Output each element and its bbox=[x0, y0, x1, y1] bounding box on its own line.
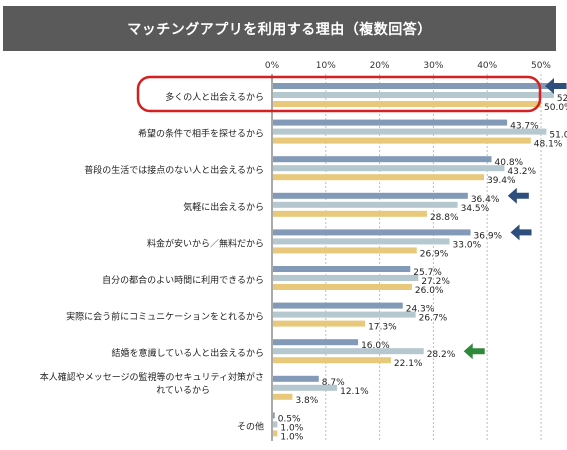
data-label: 34.5% bbox=[461, 204, 490, 214]
data-label: 51.0% bbox=[549, 131, 567, 141]
data-label: 33.0% bbox=[453, 240, 482, 250]
data-label: 26.0% bbox=[415, 286, 444, 296]
data-label: 36.9% bbox=[474, 231, 503, 241]
bar bbox=[273, 210, 427, 217]
bar bbox=[273, 430, 278, 437]
bar bbox=[273, 284, 412, 290]
data-label: 12.1% bbox=[340, 387, 369, 397]
bar bbox=[273, 128, 547, 135]
data-label: 28.2% bbox=[427, 350, 456, 360]
bar bbox=[273, 384, 338, 391]
bar bbox=[273, 339, 359, 346]
data-label: 16.0% bbox=[361, 341, 390, 351]
category-label: 普段の生活では接点のない人と出会えるから bbox=[84, 164, 264, 176]
bar bbox=[273, 302, 403, 309]
category-label: 多くの人と出会えるから bbox=[165, 91, 264, 103]
data-label: 26.9% bbox=[420, 249, 449, 259]
data-label: 1.0% bbox=[280, 432, 303, 442]
chart-title-bar: マッチングアプリを利用する理由（複数回答） bbox=[3, 6, 556, 51]
data-label: 36.4% bbox=[471, 195, 500, 205]
data-label: 1.0% bbox=[280, 423, 303, 433]
bar bbox=[273, 174, 484, 181]
x-tick-label: 0% bbox=[265, 61, 280, 71]
arrow-icon bbox=[510, 224, 532, 241]
x-tick-label: 30% bbox=[423, 61, 443, 71]
bar bbox=[273, 83, 567, 89]
data-label: 50.0% bbox=[544, 103, 567, 113]
highlight-box bbox=[136, 75, 542, 113]
data-label: 8.7% bbox=[322, 378, 345, 388]
bar bbox=[273, 165, 505, 172]
data-label: 3.8% bbox=[295, 396, 318, 406]
bar bbox=[273, 348, 424, 355]
bar bbox=[273, 229, 471, 236]
x-tick-label: 20% bbox=[370, 61, 390, 71]
bar bbox=[273, 421, 278, 428]
category-label: 自分の都合のよい時間に利用できるから bbox=[102, 274, 264, 286]
bar bbox=[273, 156, 492, 163]
arrow-icon bbox=[507, 187, 529, 204]
category-label: 本人確認やメッセージの監視等のセキュリティ対策がされているから bbox=[40, 371, 264, 396]
data-label: 40.8% bbox=[495, 158, 524, 168]
bar bbox=[273, 357, 391, 364]
bar bbox=[273, 201, 458, 208]
data-label: 25.7% bbox=[413, 268, 442, 278]
bar bbox=[273, 275, 419, 281]
data-label: 28.8% bbox=[430, 213, 459, 223]
bar bbox=[273, 192, 468, 199]
category-label: 気軽に出会えるから bbox=[183, 201, 264, 213]
category-label: その他 bbox=[237, 420, 264, 432]
data-label: 24.3% bbox=[406, 305, 435, 315]
bar bbox=[273, 238, 450, 245]
x-tick-label: 50% bbox=[531, 61, 551, 71]
data-label: 17.3% bbox=[368, 323, 397, 333]
bar bbox=[273, 311, 416, 318]
bar bbox=[273, 101, 541, 107]
arrow-icon bbox=[463, 343, 485, 360]
bar bbox=[273, 412, 275, 419]
arrow-icon bbox=[545, 78, 566, 94]
bar bbox=[273, 320, 366, 327]
data-label: 43.2% bbox=[507, 167, 536, 177]
x-tick-label: 40% bbox=[477, 61, 497, 71]
category-label: 料金が安いから／無料だから bbox=[147, 237, 264, 249]
chart-title: マッチングアプリを利用する理由（複数回答） bbox=[127, 21, 432, 38]
data-label: 52.4% bbox=[557, 94, 567, 104]
bar bbox=[273, 393, 293, 400]
data-label: 48.1% bbox=[534, 140, 563, 150]
bar bbox=[273, 247, 417, 254]
bar bbox=[273, 119, 508, 126]
bar bbox=[273, 375, 319, 382]
data-label: 27.2% bbox=[421, 277, 450, 287]
data-label: 26.7% bbox=[419, 314, 448, 324]
data-label: 39.4% bbox=[487, 176, 516, 186]
data-label: 0.5% bbox=[278, 414, 301, 424]
bar bbox=[273, 266, 411, 272]
bar bbox=[273, 137, 531, 144]
x-tick-label: 10% bbox=[316, 61, 336, 71]
category-label: 結婚を意識している人と出会えるから bbox=[112, 347, 264, 359]
category-label: 希望の条件で相手を探せるから bbox=[138, 128, 264, 140]
category-label: 実際に会う前にコミュニケーションをとれるから bbox=[66, 311, 264, 323]
data-label: 43.7% bbox=[510, 122, 539, 132]
data-label: 22.1% bbox=[394, 359, 423, 369]
bar bbox=[273, 92, 554, 98]
